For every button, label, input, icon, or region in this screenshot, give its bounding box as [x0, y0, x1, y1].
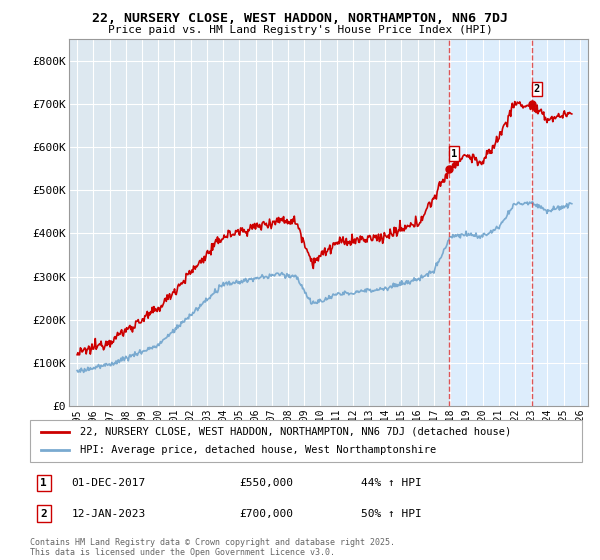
- Text: Price paid vs. HM Land Registry's House Price Index (HPI): Price paid vs. HM Land Registry's House …: [107, 25, 493, 35]
- Text: HPI: Average price, detached house, West Northamptonshire: HPI: Average price, detached house, West…: [80, 445, 436, 455]
- FancyBboxPatch shape: [30, 420, 582, 462]
- Text: Contains HM Land Registry data © Crown copyright and database right 2025.
This d: Contains HM Land Registry data © Crown c…: [30, 538, 395, 557]
- Text: 1: 1: [40, 478, 47, 488]
- Text: 44% ↑ HPI: 44% ↑ HPI: [361, 478, 422, 488]
- Text: 1: 1: [451, 148, 457, 158]
- Text: £700,000: £700,000: [240, 509, 294, 519]
- Text: 22, NURSERY CLOSE, WEST HADDON, NORTHAMPTON, NN6 7DJ: 22, NURSERY CLOSE, WEST HADDON, NORTHAMP…: [92, 12, 508, 25]
- Text: 50% ↑ HPI: 50% ↑ HPI: [361, 509, 422, 519]
- Text: 22, NURSERY CLOSE, WEST HADDON, NORTHAMPTON, NN6 7DJ (detached house): 22, NURSERY CLOSE, WEST HADDON, NORTHAMP…: [80, 427, 511, 437]
- Text: £550,000: £550,000: [240, 478, 294, 488]
- Text: 2: 2: [40, 509, 47, 519]
- Text: 01-DEC-2017: 01-DEC-2017: [71, 478, 146, 488]
- Text: 12-JAN-2023: 12-JAN-2023: [71, 509, 146, 519]
- Bar: [449, 39, 588, 406]
- Text: 2: 2: [533, 84, 540, 94]
